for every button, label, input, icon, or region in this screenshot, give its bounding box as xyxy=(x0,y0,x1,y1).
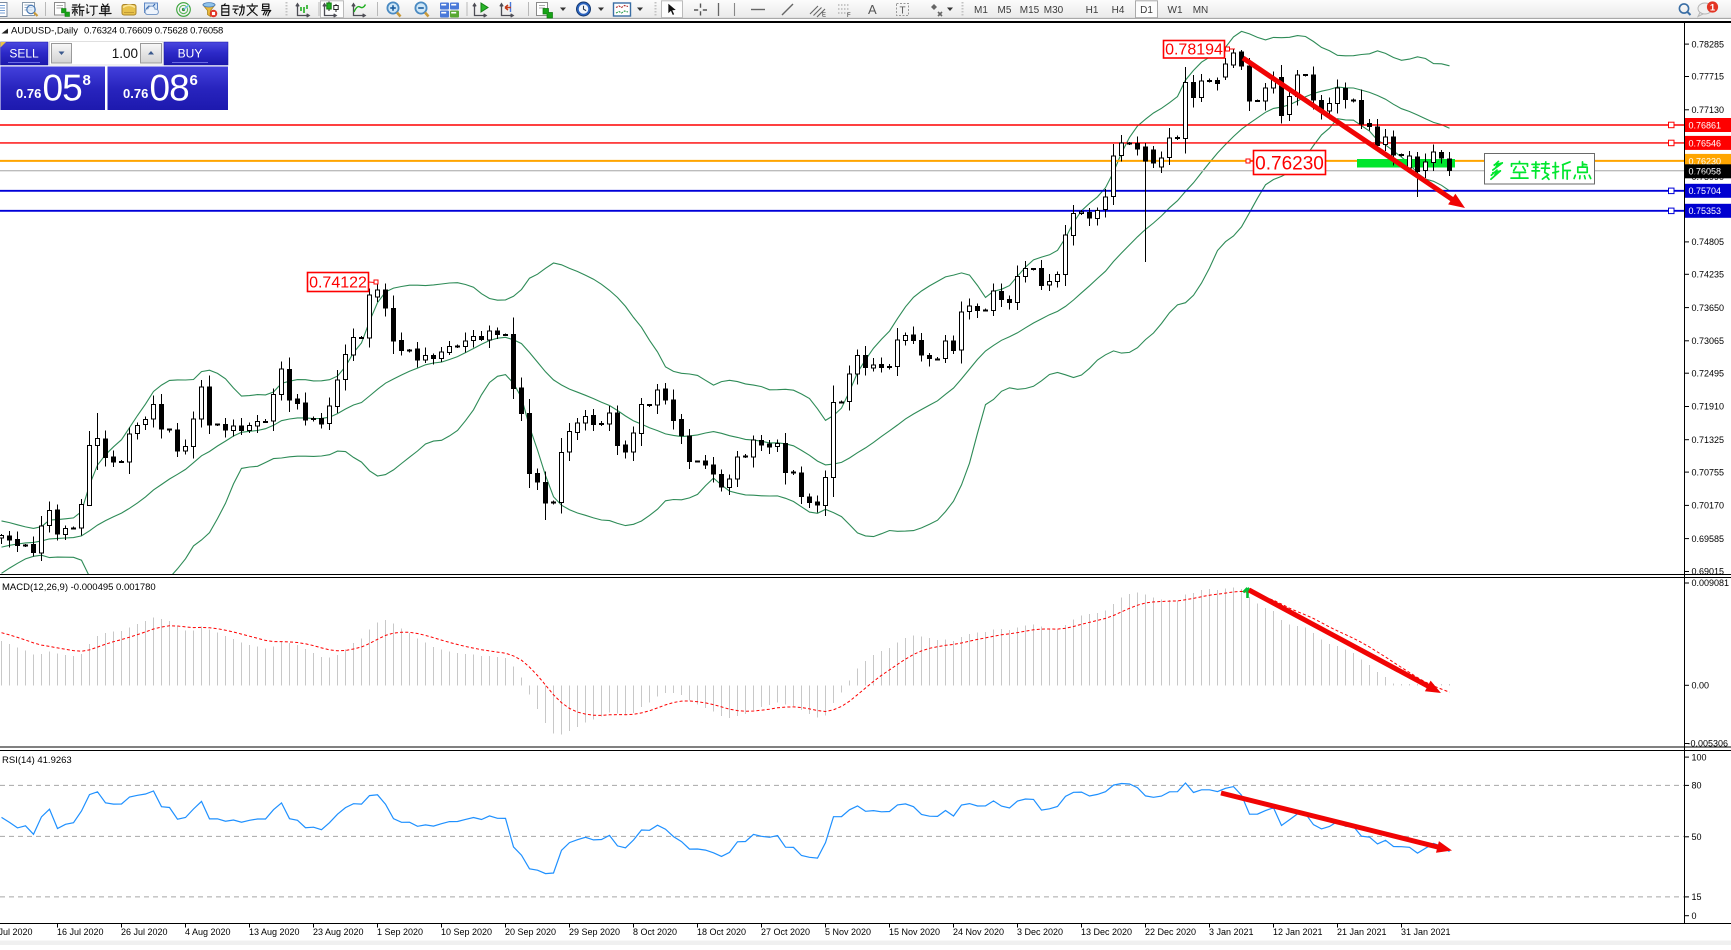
svg-text:F: F xyxy=(847,13,851,19)
svg-text:0.77715: 0.77715 xyxy=(1692,72,1725,82)
svg-text:0.76861: 0.76861 xyxy=(1689,120,1722,130)
svg-text:0.71325: 0.71325 xyxy=(1692,435,1725,445)
svg-text:100: 100 xyxy=(1692,752,1707,762)
svg-text:H4: H4 xyxy=(1112,5,1125,16)
svg-text:80: 80 xyxy=(1692,781,1702,791)
svg-text:0: 0 xyxy=(1692,911,1697,921)
svg-text:0.72495: 0.72495 xyxy=(1692,368,1725,378)
svg-text:BUY: BUY xyxy=(178,47,203,61)
svg-text:M1: M1 xyxy=(974,5,988,16)
svg-text:21 Jan 2021: 21 Jan 2021 xyxy=(1337,927,1387,937)
svg-text:16 Jul 2020: 16 Jul 2020 xyxy=(57,927,104,937)
svg-text:A: A xyxy=(868,2,877,17)
svg-text:0.75704: 0.75704 xyxy=(1689,186,1722,196)
svg-text:0.76: 0.76 xyxy=(16,86,41,101)
svg-text:0.00: 0.00 xyxy=(1692,681,1710,691)
svg-text:0.69585: 0.69585 xyxy=(1692,534,1725,544)
svg-text:0.73650: 0.73650 xyxy=(1692,303,1725,313)
svg-text:M15: M15 xyxy=(1020,5,1040,16)
svg-text:0.76058: 0.76058 xyxy=(1689,167,1722,177)
svg-text:8 Oct 2020: 8 Oct 2020 xyxy=(633,927,677,937)
svg-text:E: E xyxy=(822,13,826,19)
svg-text:12 Jan 2021: 12 Jan 2021 xyxy=(1273,927,1323,937)
svg-text:3 Jan 2021: 3 Jan 2021 xyxy=(1209,927,1254,937)
svg-text:H1: H1 xyxy=(1086,5,1099,16)
svg-text:T: T xyxy=(900,6,906,17)
svg-text:0.76230: 0.76230 xyxy=(1255,154,1324,175)
svg-text:1 Sep 2020: 1 Sep 2020 xyxy=(377,927,423,937)
svg-text:0.71910: 0.71910 xyxy=(1692,402,1725,412)
svg-text:23 Aug 2020: 23 Aug 2020 xyxy=(313,927,364,937)
svg-text:MACD(12,26,9) -0.000495 0.0017: MACD(12,26,9) -0.000495 0.001780 xyxy=(2,582,156,593)
svg-text:8: 8 xyxy=(83,72,91,89)
svg-text:0.78194: 0.78194 xyxy=(1165,42,1223,59)
svg-text:1: 1 xyxy=(1710,3,1716,14)
svg-text:7 Jul 2020: 7 Jul 2020 xyxy=(0,927,33,937)
svg-text:-0.005306: -0.005306 xyxy=(1688,739,1729,749)
svg-text:15: 15 xyxy=(1692,892,1702,902)
svg-text:0.78285: 0.78285 xyxy=(1692,39,1725,49)
svg-text:W1: W1 xyxy=(1168,5,1183,16)
svg-text:05: 05 xyxy=(43,68,83,109)
svg-text:6: 6 xyxy=(190,72,198,89)
svg-text:0.77130: 0.77130 xyxy=(1692,105,1725,115)
svg-text:0.69015: 0.69015 xyxy=(1692,567,1725,577)
svg-text:18 Oct 2020: 18 Oct 2020 xyxy=(697,927,746,937)
svg-text:0.76546: 0.76546 xyxy=(1689,138,1722,148)
svg-text:0.73065: 0.73065 xyxy=(1692,336,1725,346)
svg-text:15 Nov 2020: 15 Nov 2020 xyxy=(889,927,940,937)
svg-text:M5: M5 xyxy=(998,5,1012,16)
svg-text:26 Jul 2020: 26 Jul 2020 xyxy=(121,927,168,937)
svg-text:10 Sep 2020: 10 Sep 2020 xyxy=(441,927,492,937)
svg-text:27 Oct 2020: 27 Oct 2020 xyxy=(761,927,810,937)
svg-text:24 Nov 2020: 24 Nov 2020 xyxy=(953,927,1004,937)
svg-text:0.76324 0.76609 0.75628 0.7605: 0.76324 0.76609 0.75628 0.76058 xyxy=(84,26,223,37)
svg-text:50: 50 xyxy=(1692,832,1702,842)
svg-text:3 Dec 2020: 3 Dec 2020 xyxy=(1017,927,1063,937)
svg-text:AUDUSD-,Daily: AUDUSD-,Daily xyxy=(11,26,78,37)
svg-text:5 Nov 2020: 5 Nov 2020 xyxy=(825,927,871,937)
svg-text:0.76: 0.76 xyxy=(123,86,148,101)
svg-text:MN: MN xyxy=(1193,5,1209,16)
svg-text:29 Sep 2020: 29 Sep 2020 xyxy=(569,927,620,937)
svg-text:1.00: 1.00 xyxy=(112,46,138,61)
svg-text:0.70170: 0.70170 xyxy=(1692,501,1725,511)
svg-text:4 Aug 2020: 4 Aug 2020 xyxy=(185,927,231,937)
svg-text:13 Aug 2020: 13 Aug 2020 xyxy=(249,927,300,937)
svg-text:0.76230: 0.76230 xyxy=(1689,156,1722,166)
svg-text:20 Sep 2020: 20 Sep 2020 xyxy=(505,927,556,937)
svg-text:13 Dec 2020: 13 Dec 2020 xyxy=(1081,927,1132,937)
svg-text:RSI(14) 41.9263: RSI(14) 41.9263 xyxy=(2,755,72,766)
svg-text:D1: D1 xyxy=(1140,5,1153,16)
svg-text:0.74235: 0.74235 xyxy=(1692,270,1725,280)
svg-text:M30: M30 xyxy=(1044,5,1064,16)
svg-text:0.74805: 0.74805 xyxy=(1692,237,1725,247)
svg-text:0.75353: 0.75353 xyxy=(1689,206,1722,216)
svg-text:08: 08 xyxy=(150,68,189,109)
svg-text:0.70755: 0.70755 xyxy=(1692,467,1725,477)
svg-text:0.74122: 0.74122 xyxy=(309,275,367,292)
svg-text:SELL: SELL xyxy=(9,47,39,61)
svg-text:31 Jan 2021: 31 Jan 2021 xyxy=(1401,927,1451,937)
svg-text:0.75990: 0.75990 xyxy=(1692,172,1725,182)
svg-text:22 Dec 2020: 22 Dec 2020 xyxy=(1145,927,1196,937)
svg-text:0.009081: 0.009081 xyxy=(1692,578,1730,588)
